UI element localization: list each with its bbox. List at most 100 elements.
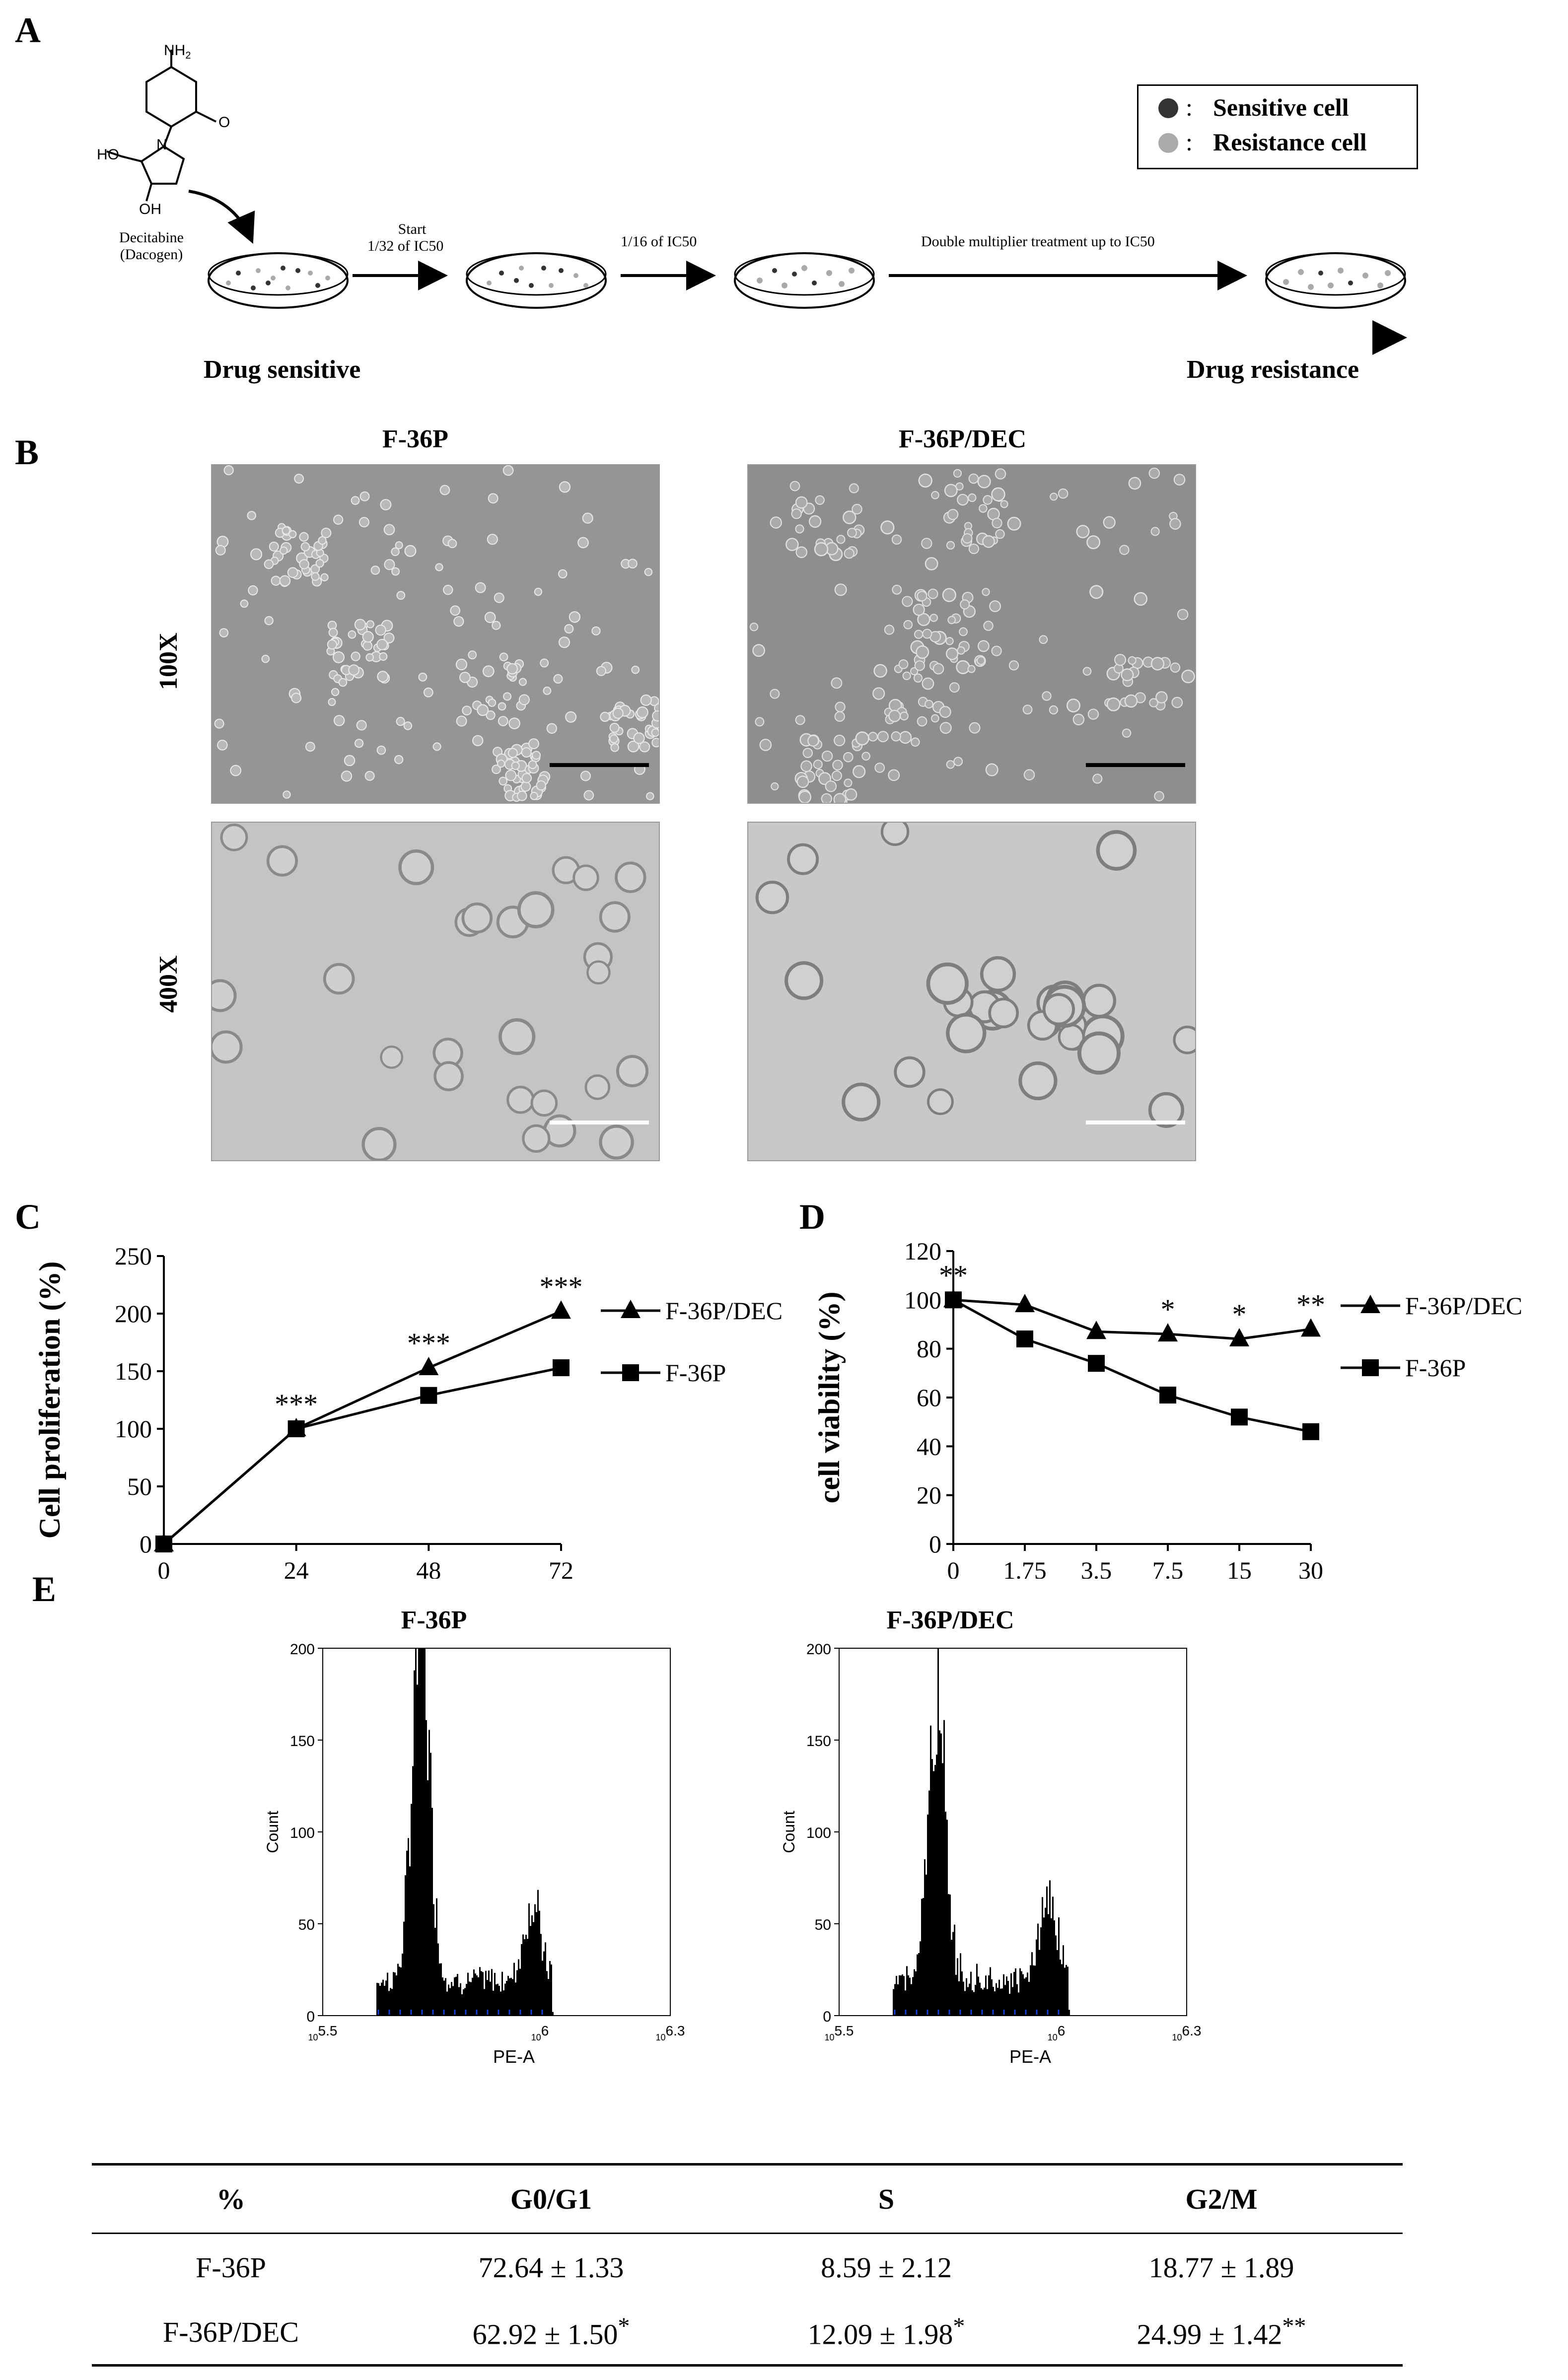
histogram-bar [1067,1966,1069,2016]
x-tick-label: 106.3 [1172,2023,1202,2042]
cell-mark [914,630,924,639]
cell-mark [447,539,457,549]
legend-resistance-label: Resistance cell [1213,128,1367,156]
cell-mark [891,534,902,545]
histogram-title: F-36P/DEC [886,1606,1014,1634]
panel-letter-b: B [15,432,39,472]
drug-name: Decitabine [119,229,184,246]
table-bottom-rule [92,2364,1403,2367]
cell-mark [843,752,854,763]
cell-mark [502,465,514,476]
cell-mark [651,738,659,748]
histogram-bar [409,1866,411,2016]
histogram-bar [405,1875,406,2016]
histogram-bar [539,1910,540,2016]
cell-mark [1086,535,1101,550]
histogram-bar [460,1983,461,2016]
cell-mark [610,743,619,752]
histogram-bar [1045,1907,1046,2016]
histogram-bar [491,1969,493,2016]
cell-mark [1077,1031,1121,1075]
cell-mark [1022,704,1033,715]
cell-mark [1039,635,1048,644]
g0g1-sig: * [618,2313,630,2340]
histogram-bar [475,1973,476,2016]
cell-mark [980,956,1016,992]
cell-mark [453,616,464,627]
cell-mark [945,647,959,660]
cell-mark [644,567,653,576]
histogram-bar [1004,1985,1006,2016]
histogram-bar [931,1759,933,2016]
histogram-bar [496,1984,497,2016]
histogram-bar [522,1934,524,2016]
histogram-bar [506,1981,507,2016]
cell-mark [927,588,938,599]
data-point-square [1302,1423,1319,1440]
cell-mark [844,548,855,559]
x-tick-label: 0 [158,1556,170,1579]
cell-mark [517,891,555,928]
cell-mark [880,520,895,535]
histogram-bar [427,1780,428,2016]
cell-mark [968,493,977,502]
cell-mark [468,650,477,660]
histogram-bar [902,1974,903,2016]
histogram-bar [458,1987,460,2016]
cell-mark [957,646,965,655]
cell-mark [789,481,800,491]
histogram-bar [519,1968,521,2016]
cell-mark [831,770,842,781]
row-label: F-36P [196,2251,266,2284]
cell-mark [982,535,995,548]
cell-mark [376,745,386,755]
nh2-label: NH [164,42,186,59]
histogram-bar [391,1989,393,2016]
cell-mark [288,530,297,539]
cell-mark [384,559,395,570]
histogram-bar [996,1983,997,2016]
histogram-bar [499,1985,500,2016]
cell-mark [443,585,453,595]
histogram-bar [402,1954,403,2016]
cell-mark [891,731,901,742]
cell-mark [616,1054,649,1088]
y-tick-label: 20 [917,1481,941,1509]
cell-mark [884,625,895,635]
cell-mark [903,620,913,630]
cell-mark [1148,1092,1185,1128]
histogram-bar [384,1985,385,2016]
y-tick-label: 250 [115,1242,152,1270]
micrograph-f36pdec-100x [747,464,1196,804]
cell-mark [396,591,406,600]
histogram-bar [957,1958,958,2016]
histogram-bar [920,1941,921,2016]
histogram-bar [507,1976,509,2016]
cell-mark [433,1061,464,1092]
legend-colon-2: : [1186,128,1193,156]
legend-marker-triangle [1360,1295,1380,1313]
histogram-bar [1049,1880,1051,2016]
cell-mark [497,760,505,768]
histogram-bar [1042,1897,1043,2016]
cell-mark [383,524,395,536]
cell-mark [807,735,819,747]
cell-mark [771,782,779,790]
cell-mark [795,546,808,559]
cell-mark [825,780,837,792]
scale-bar [1086,1120,1185,1124]
cell-mark [376,638,388,650]
ring-n-label: N [156,137,167,153]
cell-mark [929,614,938,622]
histogram-bar [1033,1965,1034,2016]
histogram-bar [905,1990,906,2016]
cell-mark [609,722,620,733]
histogram-bar [1058,1917,1060,2016]
cell-mark [511,761,520,770]
histogram-bar [403,1921,405,2016]
histogram-bar [528,1903,530,2016]
histogram-bar [1064,1967,1066,2016]
histogram-bar [455,1976,457,2016]
cell-mark [248,585,258,596]
oh-label: OH [139,201,161,217]
